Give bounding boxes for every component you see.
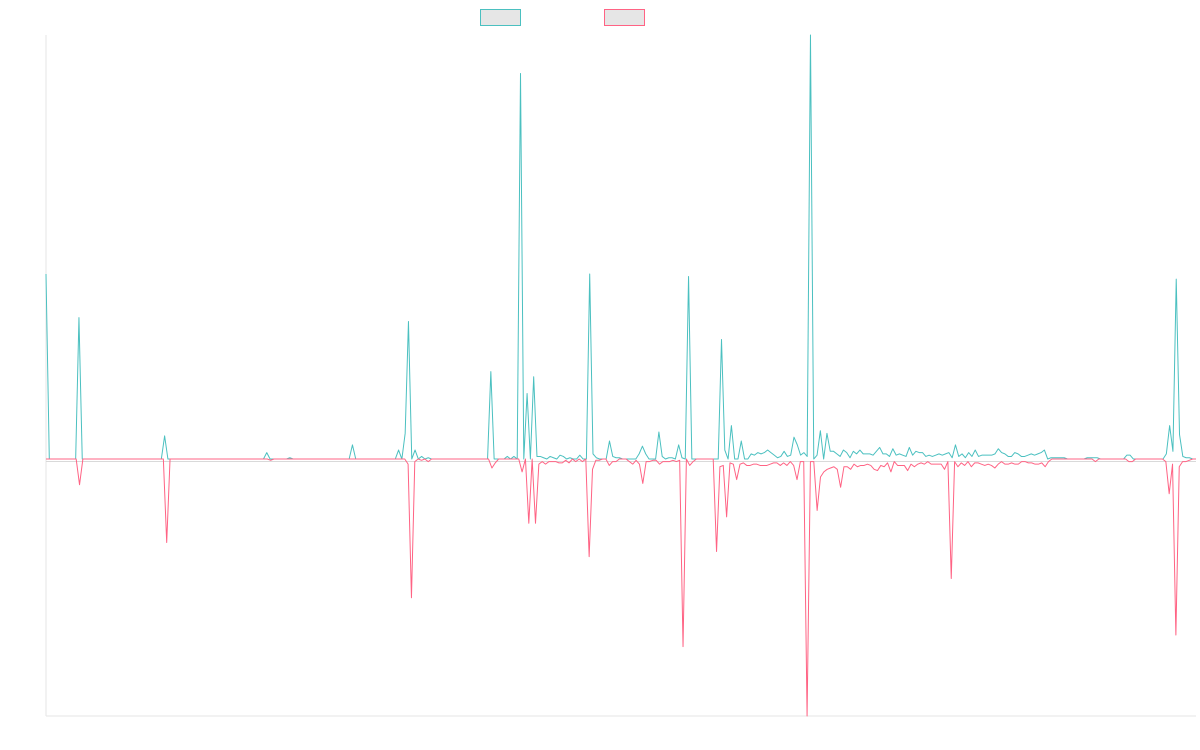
series-2-line [46, 458, 1196, 717]
legend[interactable] [480, 9, 645, 26]
plot-area [45, 34, 1196, 717]
legend-swatch-series-1[interactable] [480, 9, 521, 26]
series-1-line [45, 34, 1196, 460]
legend-swatch-series-2[interactable] [604, 9, 645, 26]
